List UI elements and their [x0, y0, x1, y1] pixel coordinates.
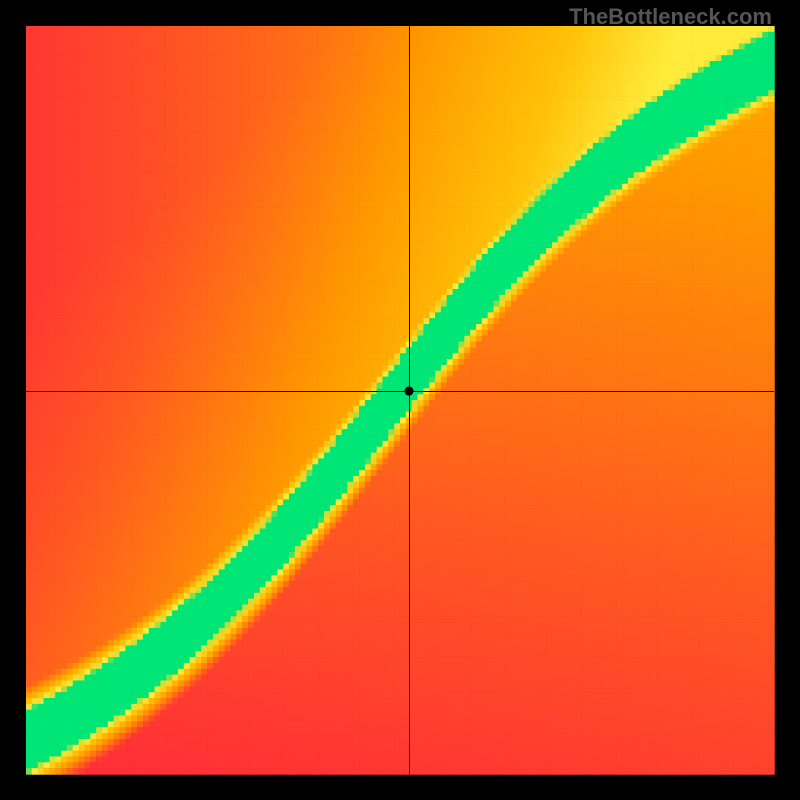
chart-stage: { "type": "heatmap", "description": "Bot…: [0, 0, 800, 800]
watermark-text: TheBottleneck.com: [569, 4, 772, 30]
crosshair-overlay: [0, 0, 800, 800]
